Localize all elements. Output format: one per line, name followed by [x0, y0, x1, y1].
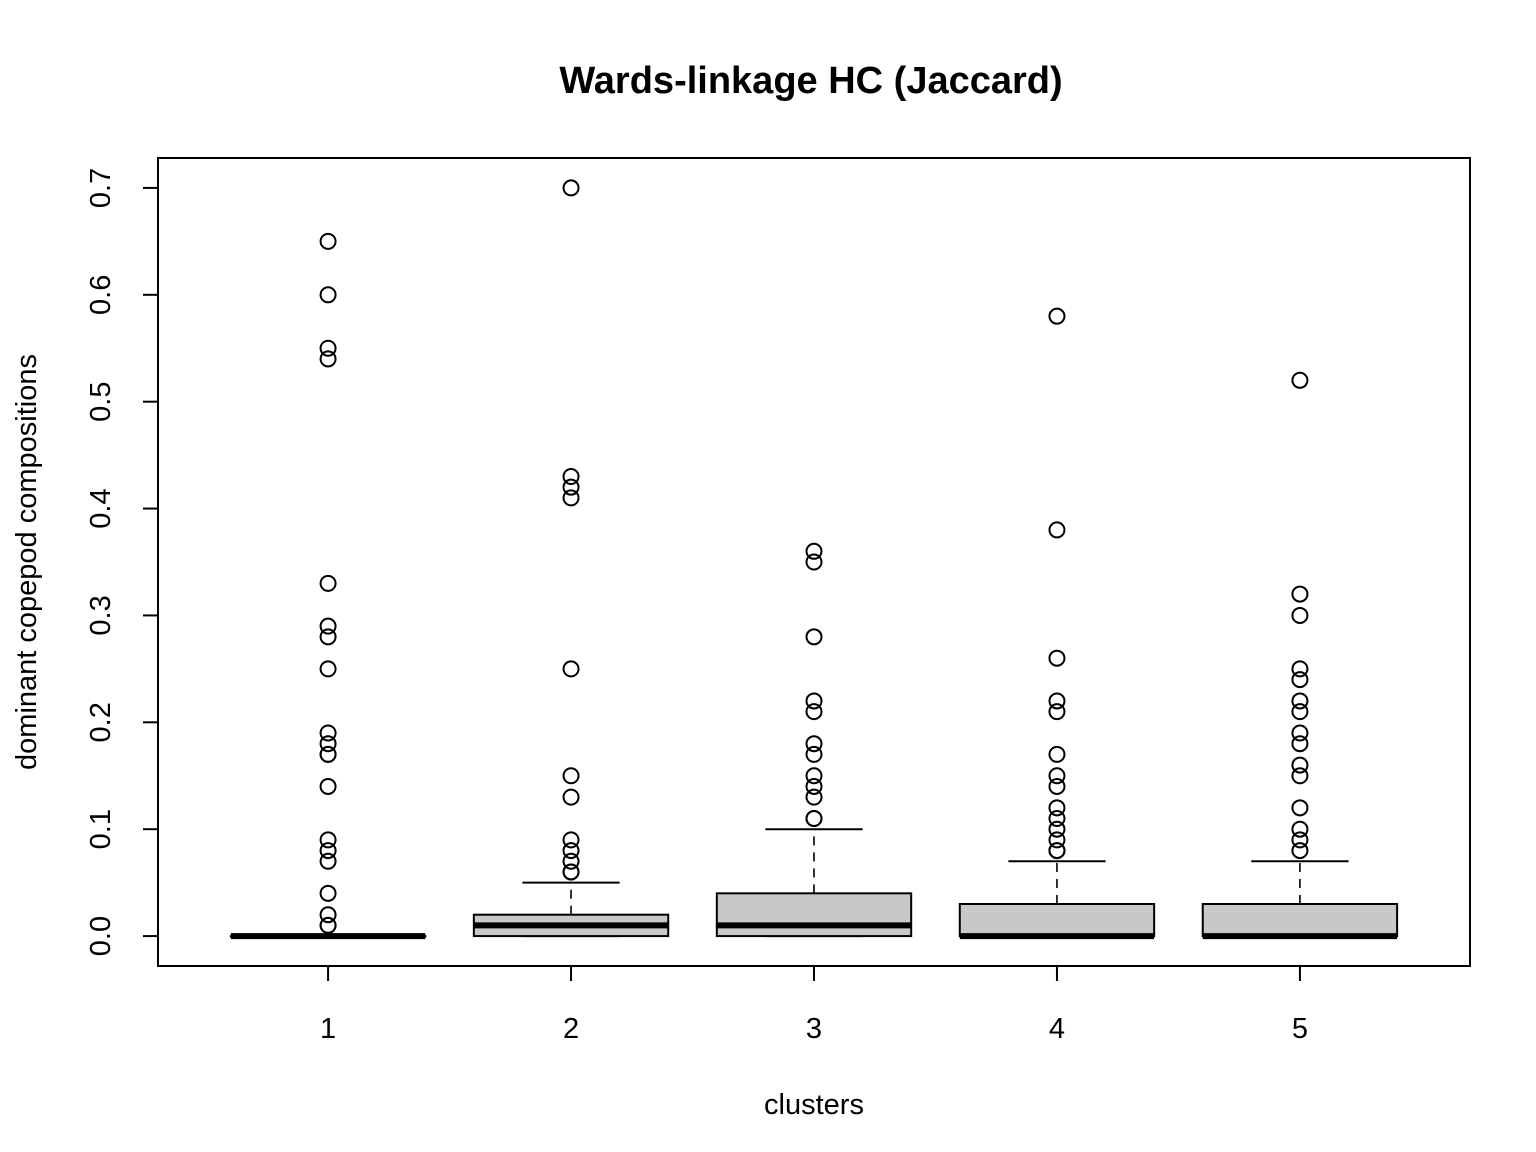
outlier-point — [1048, 521, 1066, 539]
iqr-box — [958, 903, 1156, 938]
y-tick-label: 0.5 — [85, 382, 117, 422]
outlier-point — [805, 703, 823, 721]
outlier-point — [805, 692, 823, 710]
chart-title: Wards-linkage HC (Jaccard) — [559, 60, 1062, 102]
outlier-point — [1048, 307, 1066, 325]
outlier-point — [1291, 585, 1309, 603]
outlier-point — [805, 628, 823, 646]
box-cluster-5 — [1201, 371, 1399, 940]
x-tick-label: 3 — [806, 1013, 822, 1045]
outlier-point — [562, 489, 580, 507]
outlier-point — [319, 617, 337, 635]
outlier-point — [319, 660, 337, 678]
outlier-point — [562, 831, 580, 849]
x-tick-label: 4 — [1049, 1013, 1065, 1045]
outlier-point — [319, 852, 337, 870]
outlier-point — [319, 884, 337, 902]
outlier-point — [1291, 606, 1309, 624]
outlier-point — [1291, 671, 1309, 689]
outlier-point — [1048, 820, 1066, 838]
y-tick-label: 0.1 — [85, 809, 117, 849]
outlier-point — [1291, 692, 1309, 710]
outlier-point — [319, 916, 337, 934]
outlier-point — [562, 842, 580, 860]
outlier-point — [319, 232, 337, 250]
outlier-point — [1291, 756, 1309, 774]
outlier-point — [1048, 831, 1066, 849]
y-tick-label: 0.3 — [85, 595, 117, 635]
box-cluster-3 — [715, 542, 913, 938]
outlier-point — [319, 842, 337, 860]
outlier-point — [1048, 649, 1066, 667]
outlier-point — [319, 339, 337, 357]
outlier-point — [319, 574, 337, 592]
outlier-point — [319, 745, 337, 763]
outlier-point — [1291, 767, 1309, 785]
box-cluster-4 — [958, 307, 1156, 940]
y-tick-label: 0.0 — [85, 916, 117, 956]
x-axis: 1 2 3 4 5 — [320, 966, 1308, 1045]
outlier-point — [1291, 660, 1309, 678]
iqr-box — [1201, 903, 1399, 938]
outlier-point — [1048, 842, 1066, 860]
outlier-point — [1291, 831, 1309, 849]
outlier-point — [319, 724, 337, 742]
outlier-point — [1048, 745, 1066, 763]
outlier-point — [319, 906, 337, 924]
iqr-box — [715, 892, 913, 938]
y-tick-label: 0.7 — [85, 168, 117, 208]
outlier-point — [319, 831, 337, 849]
x-tick-label: 1 — [320, 1013, 336, 1045]
outlier-point — [1048, 703, 1066, 721]
outlier-point — [1048, 810, 1066, 828]
box-cluster-1 — [229, 232, 427, 940]
outlier-point — [1291, 842, 1309, 860]
outlier-point — [1048, 799, 1066, 817]
outlier-point — [319, 286, 337, 304]
outlier-point — [805, 777, 823, 795]
y-axis: 0.0 0.1 0.2 0.3 0.4 0.5 0.6 0.7 — [85, 168, 158, 956]
outlier-point — [805, 553, 823, 571]
x-axis-label: clusters — [764, 1089, 864, 1121]
outlier-point — [805, 767, 823, 785]
boxes — [229, 179, 1399, 940]
x-tick-label: 2 — [563, 1013, 579, 1045]
x-tick-label: 5 — [1292, 1013, 1308, 1045]
outlier-point — [562, 179, 580, 197]
outlier-point — [1291, 703, 1309, 721]
outlier-point — [319, 735, 337, 753]
outlier-point — [319, 777, 337, 795]
y-tick-label: 0.4 — [85, 488, 117, 528]
outlier-point — [805, 542, 823, 560]
outlier-point — [805, 735, 823, 753]
outlier-point — [562, 852, 580, 870]
outlier-point — [1291, 799, 1309, 817]
outlier-point — [805, 745, 823, 763]
box-cluster-2 — [472, 179, 670, 938]
outlier-point — [562, 660, 580, 678]
outlier-point — [1291, 724, 1309, 742]
outlier-point — [562, 478, 580, 496]
outlier-point — [562, 767, 580, 785]
outlier-point — [562, 467, 580, 485]
outlier-point — [562, 788, 580, 806]
outlier-point — [562, 863, 580, 881]
outlier-point — [1291, 371, 1309, 389]
outlier-point — [1048, 692, 1066, 710]
outlier-point — [319, 350, 337, 368]
outlier-point — [1048, 777, 1066, 795]
outlier-point — [1291, 735, 1309, 753]
outlier-point — [1048, 767, 1066, 785]
outlier-point — [805, 788, 823, 806]
y-axis-label: dominant copepod compositions — [11, 354, 43, 770]
outlier-point — [319, 628, 337, 646]
y-tick-label: 0.2 — [85, 702, 117, 742]
outlier-point — [1291, 820, 1309, 838]
y-tick-label: 0.6 — [85, 275, 117, 315]
outlier-point — [805, 810, 823, 828]
